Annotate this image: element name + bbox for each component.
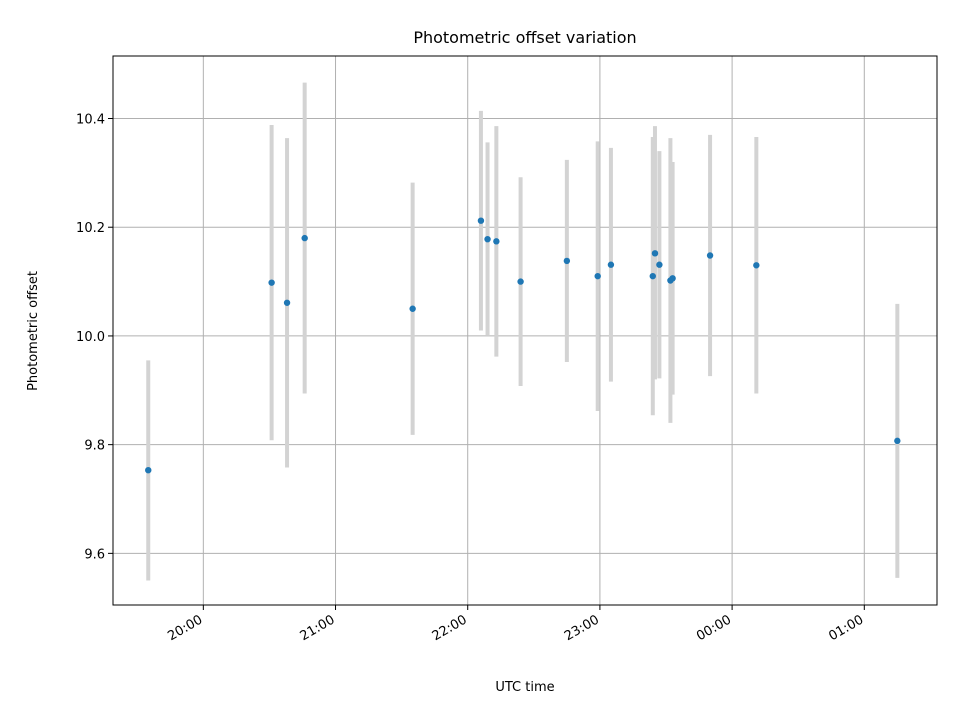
data-point [409,305,416,312]
data-point [894,437,901,445]
x-tick-label: 23:00 [562,612,602,644]
y-tick-label: 10.0 [76,330,105,345]
y-axis-label: Photometric offset [26,271,41,391]
error-bars [146,82,900,581]
data-point [607,261,615,268]
y-tick-label: 9.6 [84,547,105,562]
data-point [706,252,714,259]
data-point [477,217,485,224]
data-point [649,272,656,280]
x-tick-label: 22:00 [430,612,470,644]
grid-lines [113,56,937,605]
data-point [484,235,491,243]
data-point [753,262,760,269]
x-tick-label: 21:00 [298,612,338,644]
data-point [283,299,291,306]
x-axis-label: UTC time [495,680,554,695]
data-point [517,278,524,285]
axis-ticks: 20:00 21:00 22:00 23:00 00:00 01:00 9.6 9.8 10.0… [76,113,866,645]
y-tick-label: 9.8 [84,439,105,454]
data-point [145,466,152,474]
data-point [301,234,308,242]
plot-frame [112,55,938,606]
x-tick-label: 01:00 [826,612,866,644]
x-tick-label: 20:00 [165,612,205,644]
data-points [145,217,901,474]
data-point [651,250,659,257]
y-tick-label: 10.2 [76,221,105,236]
data-point [493,238,500,245]
data-point [268,279,275,286]
y-tick-label: 10.4 [76,113,105,128]
data-point [594,272,601,280]
data-point [563,257,571,265]
data-point [669,275,676,282]
data-point [656,261,663,268]
x-tick-label: 00:00 [694,612,734,644]
chart-title: Photometric offset variation [413,28,636,47]
